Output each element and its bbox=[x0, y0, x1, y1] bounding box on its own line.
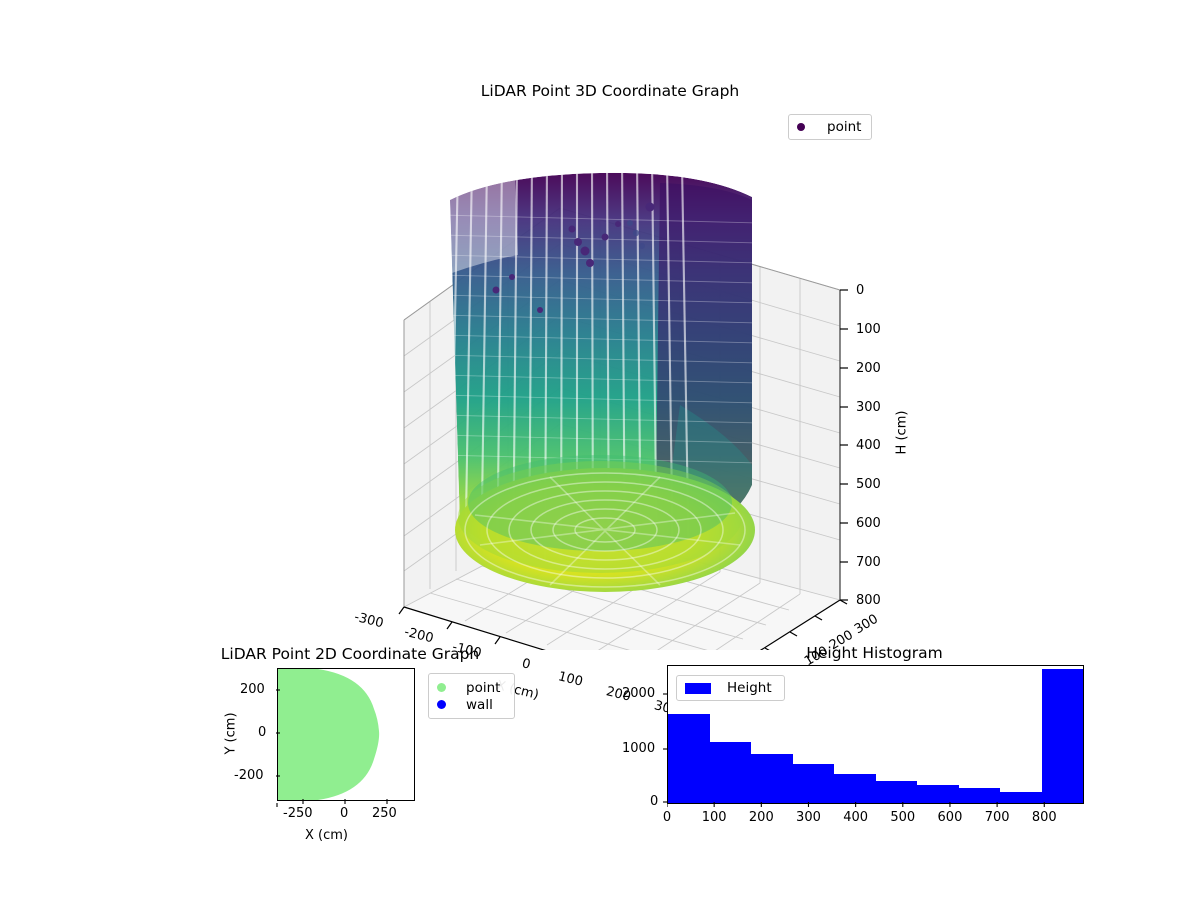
plot2d-legend[interactable]: point wall bbox=[428, 673, 516, 719]
legend-marker-wall-icon bbox=[437, 700, 446, 709]
histogram-title: Height Histogram bbox=[806, 644, 943, 662]
plot2d-ytick-1: 0 bbox=[258, 725, 267, 740]
legend-marker-point-icon bbox=[797, 123, 805, 131]
plot3d-ztick-2: 200 bbox=[856, 361, 881, 376]
plot3d-legend-label-point: point bbox=[827, 119, 862, 135]
plot2d-canvas bbox=[278, 669, 380, 800]
histogram-ytick-0: 0 bbox=[650, 794, 659, 809]
plot3d-axes[interactable]: 0 100 200 300 400 500 600 700 800 H (cm)… bbox=[300, 105, 920, 734]
histogram-xtick-label: 400 bbox=[843, 810, 869, 825]
plot2d-ytick-2: -200 bbox=[234, 768, 264, 783]
histogram-ytick-2: 2000 bbox=[622, 686, 656, 701]
outlier-points bbox=[492, 202, 655, 313]
plot3d-ztick-1: 100 bbox=[856, 322, 881, 337]
histogram-bar bbox=[668, 713, 710, 803]
plot2d-title: LiDAR Point 2D Coordinate Graph bbox=[220, 645, 480, 663]
plot3d-zaxis-label: H (cm) bbox=[894, 410, 910, 455]
plot2d-xtick-2: 250 bbox=[372, 806, 397, 821]
histogram-xtick-label: 800 bbox=[1031, 810, 1057, 825]
histogram-legend[interactable]: Height bbox=[676, 675, 785, 701]
legend-marker-point-icon bbox=[437, 683, 446, 692]
plot3d-legend[interactable]: point bbox=[788, 114, 873, 140]
plot3d-title: LiDAR Point 3D Coordinate Graph bbox=[480, 82, 740, 100]
plot2d-yaxis-label: Y (cm) bbox=[223, 712, 239, 755]
histogram-bar bbox=[917, 784, 959, 803]
legend-swatch-height-icon bbox=[685, 682, 711, 694]
plot3d-ztick-6: 600 bbox=[856, 516, 881, 531]
plot2d-legend-label-wall: wall bbox=[466, 696, 493, 713]
plot3d-ztick-7: 700 bbox=[856, 555, 881, 570]
histogram-xtick-label: 0 bbox=[662, 810, 672, 825]
floor-points bbox=[455, 455, 755, 592]
plot3d-canvas bbox=[398, 172, 848, 650]
histogram-bar bbox=[751, 753, 793, 803]
histogram-bar bbox=[1041, 669, 1083, 803]
histogram-bar bbox=[792, 764, 834, 803]
histogram-bar bbox=[834, 774, 876, 803]
plot2d-xtick-0: -250 bbox=[283, 806, 313, 821]
histogram-ytick-1: 1000 bbox=[622, 741, 656, 756]
plot2d-axes[interactable] bbox=[277, 668, 415, 801]
plot3d-ztick-5: 500 bbox=[856, 477, 881, 492]
plot3d-ztick-8: 800 bbox=[856, 593, 881, 608]
histogram-xtick-label: 600 bbox=[937, 810, 963, 825]
histogram-xtick-label: 100 bbox=[701, 810, 727, 825]
histogram-legend-label: Height bbox=[727, 680, 772, 696]
plot3d-ztick-3: 300 bbox=[856, 400, 881, 415]
histogram-bar bbox=[1000, 791, 1042, 803]
plot2d-xaxis-label: X (cm) bbox=[305, 828, 348, 843]
histogram-bar bbox=[875, 781, 917, 803]
plot3d-ztick-0: 0 bbox=[856, 283, 865, 298]
histogram-xtick-label: 300 bbox=[796, 810, 821, 825]
plot2d-ytick-0: 200 bbox=[240, 682, 265, 697]
plot2d-legend-label-point: point bbox=[466, 679, 501, 696]
histogram-ticks bbox=[663, 693, 667, 803]
plot2d-legend-row-point[interactable]: point bbox=[437, 679, 500, 696]
histogram-xtick-label: 500 bbox=[890, 810, 916, 825]
histogram-xtick-label: 200 bbox=[748, 810, 774, 825]
plot2d-ticks bbox=[276, 689, 388, 807]
plot2d-legend-row-wall[interactable]: wall bbox=[437, 696, 500, 713]
plot3d-ztick-4: 400 bbox=[856, 438, 881, 453]
plot2d-xtick-1: 0 bbox=[340, 806, 349, 821]
histogram-bar bbox=[958, 787, 1000, 803]
plot3d-xtick-3: 0 bbox=[520, 656, 532, 673]
histogram-bar bbox=[709, 741, 751, 803]
histogram-xtick-label: 700 bbox=[984, 810, 1010, 825]
plot3d-xtick-4: 100 bbox=[556, 669, 585, 690]
